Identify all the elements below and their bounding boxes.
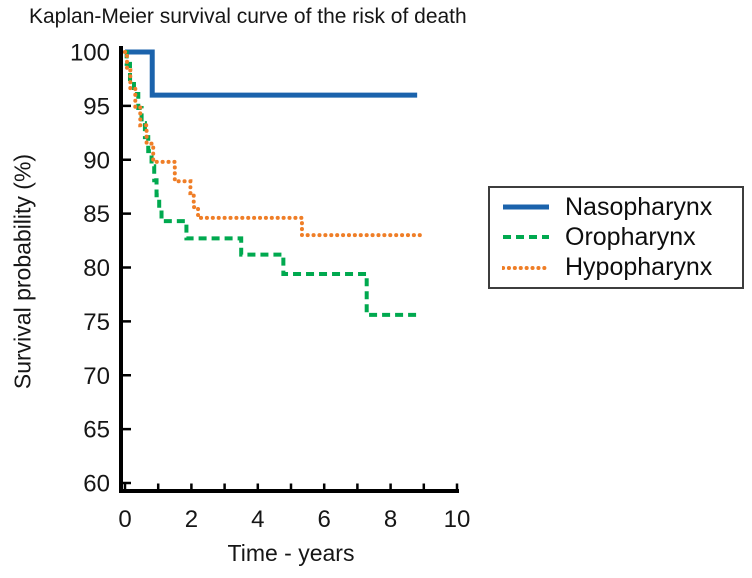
x-tick-label: 0 bbox=[118, 506, 131, 533]
legend-swatch-line-icon bbox=[503, 204, 549, 210]
legend-box: Nasopharynx Oropharynx Hypopharynx bbox=[488, 186, 744, 289]
legend-swatch-line-icon bbox=[503, 235, 549, 240]
y-tick-label: 70 bbox=[83, 363, 110, 390]
survival-curve-oropharynx bbox=[124, 50, 421, 317]
survival-curve-hypopharynx bbox=[123, 50, 423, 238]
chart-title: Kaplan-Meier survival curve of the risk … bbox=[29, 5, 467, 28]
x-axis-title: Time - years bbox=[227, 540, 355, 566]
legend-swatch-line-icon bbox=[502, 265, 550, 270]
x-tick-label: 8 bbox=[384, 506, 397, 533]
legend-label: Nasopharynx bbox=[565, 192, 713, 221]
survival-curve-nasopharynx bbox=[125, 49, 418, 98]
y-tick-label: 100 bbox=[70, 40, 110, 67]
x-tick-label: 4 bbox=[251, 506, 264, 533]
y-tick-label: 90 bbox=[83, 147, 110, 174]
y-tick-label: 65 bbox=[83, 417, 110, 444]
y-tick-label: 75 bbox=[83, 309, 110, 336]
y-tick-label: 95 bbox=[83, 93, 110, 120]
legend-label: Hypopharynx bbox=[565, 253, 713, 282]
x-tick-label: 6 bbox=[318, 506, 331, 533]
legend-row-oropharynx: Oropharynx bbox=[502, 222, 742, 251]
y-tick-label: 60 bbox=[83, 471, 110, 498]
y-tick-label: 80 bbox=[83, 255, 110, 282]
legend-label: Oropharynx bbox=[565, 222, 696, 251]
x-tick-label: 2 bbox=[185, 506, 198, 533]
y-tick-label: 85 bbox=[83, 201, 110, 228]
legend-row-nasopharynx: Nasopharynx bbox=[502, 192, 742, 221]
legend-row-hypopharynx: Hypopharynx bbox=[502, 255, 742, 280]
x-tick-label: 10 bbox=[444, 506, 471, 533]
